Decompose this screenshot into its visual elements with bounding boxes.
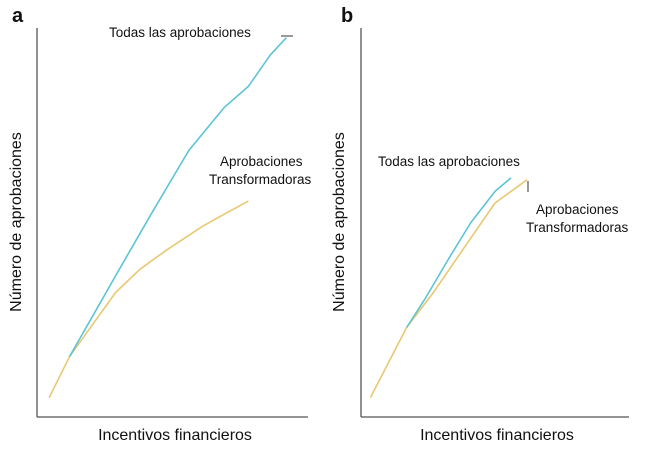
panel-b-x-axis-label: Incentivos financieros	[420, 427, 574, 444]
panel-b-annotation-transformative-line1: Aprobaciones	[536, 202, 619, 217]
panel-a-annotation-all: Todas las aprobaciones	[109, 25, 251, 40]
panel-b-series-line-all-approvals	[405, 177, 512, 328]
panel-a-annotation-transformative-line2: Transformadoras	[209, 172, 312, 187]
panel-b-series-group	[369, 177, 528, 398]
panel-a-series-line-all-approvals	[68, 37, 287, 358]
panel-a-x-axis-label: Incentivos financieros	[98, 427, 252, 444]
panel-a-series-line-transformative-approvals	[48, 200, 249, 398]
panel-a-series-group	[48, 37, 287, 398]
panel-b: b Incentivos financieros Número de aprob…	[331, 5, 629, 444]
panel-b-annotation-transformative-line2: Transformadoras	[526, 220, 629, 235]
panel-a: a Incentivos financieros Número de aprob…	[8, 5, 312, 444]
panel-a-y-axis-label: Número de aprobaciones	[8, 132, 25, 312]
panel-a-annotation-transformative-line1: Aprobaciones	[220, 154, 303, 169]
panel-b-series-line-transformative-approvals	[369, 179, 528, 398]
panel-a-label: a	[12, 5, 24, 27]
panel-b-label: b	[341, 5, 353, 27]
panel-b-annotation-all: Todas las aprobaciones	[378, 154, 520, 169]
panel-b-y-axis-label: Número de aprobaciones	[331, 132, 348, 312]
